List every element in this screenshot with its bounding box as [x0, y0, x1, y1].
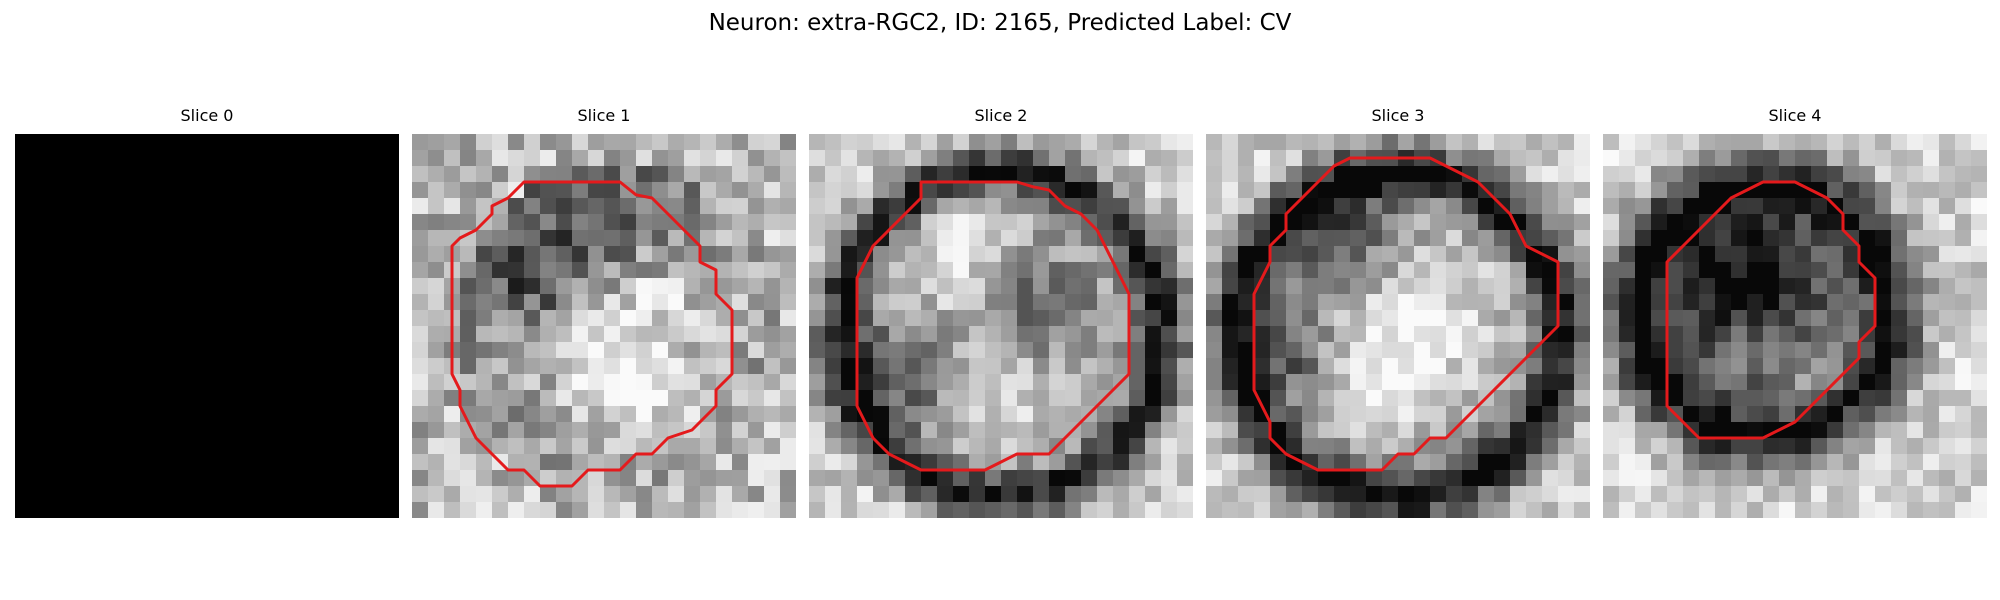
micrograph-pixels: [412, 134, 796, 518]
micrograph-pixels: [1206, 134, 1590, 518]
slice-image-3: [1206, 134, 1590, 518]
micrograph-pixels: [809, 134, 1193, 518]
slice-title: Slice 3: [1371, 106, 1425, 125]
figure-title: Neuron: extra-RGC2, ID: 2165, Predicted …: [708, 10, 1292, 36]
blank-slice-image: [15, 134, 399, 518]
slice-image-1: [412, 134, 796, 518]
slice-image-4: [1603, 134, 1987, 518]
slice-image-2: [809, 134, 1193, 518]
cell-contour: [450, 180, 734, 488]
slice-title: Slice 2: [974, 106, 1028, 125]
slice-title: Slice 1: [577, 106, 631, 125]
micrograph-pixels: [1603, 134, 1987, 518]
slice-image-0: [15, 134, 399, 518]
cell-contour: [1252, 156, 1560, 472]
cell-contour: [1665, 180, 1877, 440]
slice-title: Slice 0: [180, 106, 234, 125]
slice-title: Slice 4: [1768, 106, 1822, 125]
cell-contour: [855, 180, 1131, 472]
